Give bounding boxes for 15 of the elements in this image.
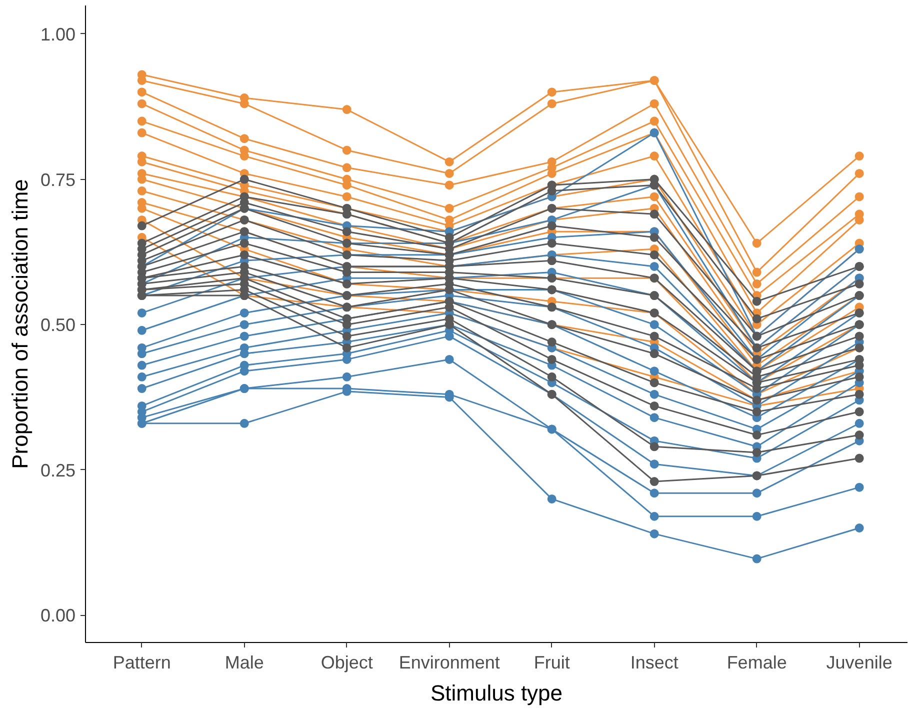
x-tick-label: Male — [224, 652, 264, 672]
x-tick-label: Female — [726, 652, 787, 672]
x-axis-title: Stimulus type — [430, 680, 563, 706]
x-tick-label: Juvenile — [826, 652, 892, 672]
y-tick-label: 0.25 — [40, 460, 76, 480]
x-tick-label: Insect — [630, 652, 678, 672]
y-tick-label: 1.00 — [40, 24, 76, 44]
y-axis-title: Proportion of association time — [7, 179, 32, 469]
y-tick-label: 0.75 — [40, 170, 76, 190]
x-tick-label: Environment — [398, 652, 500, 672]
x-tick-label: Pattern — [112, 652, 171, 672]
y-tick-label: 0.50 — [40, 315, 76, 336]
x-tick-label: Fruit — [534, 652, 570, 672]
x-tick-label: Object — [320, 652, 373, 672]
y-tick-label: 0.00 — [40, 606, 76, 626]
